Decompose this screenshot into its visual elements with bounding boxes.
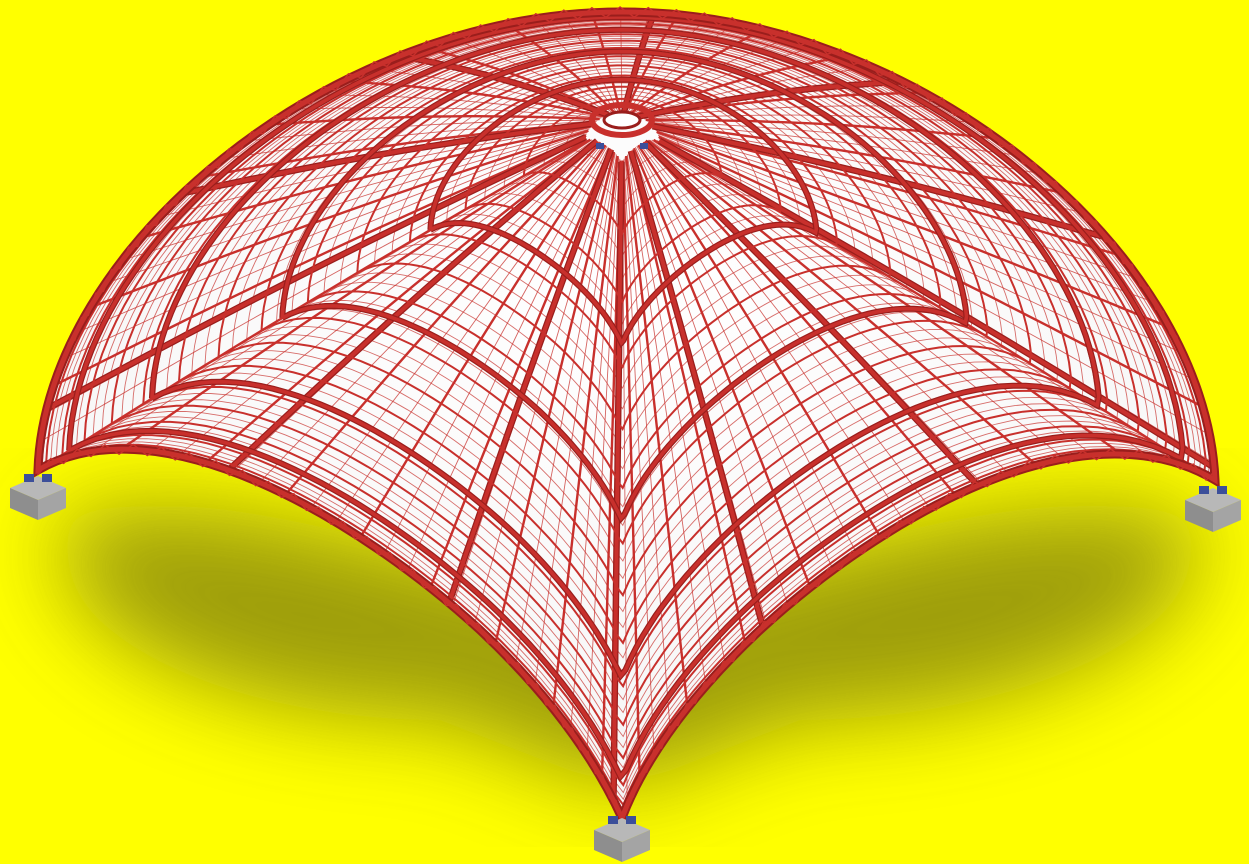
- ring: [464, 85, 782, 304]
- bearing-plate: [1217, 486, 1227, 494]
- ring: [110, 22, 1141, 727]
- footing-side: [1185, 500, 1213, 532]
- ring: [356, 64, 892, 431]
- ring: [408, 74, 838, 369]
- bearing-plate: [42, 474, 52, 482]
- ring: [306, 55, 942, 490]
- bearing-plate: [24, 474, 34, 482]
- main-ring: [428, 77, 819, 347]
- footing-side: [38, 488, 66, 520]
- support-right: [1185, 486, 1241, 532]
- supports: [10, 474, 1241, 862]
- oculus: [589, 102, 655, 149]
- footing-side: [1213, 500, 1241, 532]
- ring: [178, 33, 1072, 645]
- main-ring: [150, 27, 1101, 679]
- boundary-arches: [33, 6, 1220, 830]
- support-front: [594, 816, 650, 862]
- ring: [260, 46, 989, 546]
- oculus-ring: [589, 102, 655, 138]
- footing-side: [594, 830, 622, 862]
- ring: [83, 18, 1168, 760]
- bearing-plate: [1199, 486, 1209, 494]
- edge-lacing: [37, 6, 1216, 823]
- support-left: [10, 474, 66, 520]
- oculus-opening: [602, 110, 642, 130]
- footing-side: [622, 830, 650, 862]
- main-ring: [67, 15, 1185, 780]
- bearing-plate: [626, 816, 636, 824]
- bearing-plate: [608, 816, 618, 824]
- oculus-bearing-left: [596, 143, 604, 149]
- ring: [522, 97, 723, 236]
- ring: [217, 39, 1032, 598]
- footing-side: [10, 488, 38, 520]
- main-ring: [280, 49, 969, 522]
- oculus-bearing-right: [640, 143, 648, 149]
